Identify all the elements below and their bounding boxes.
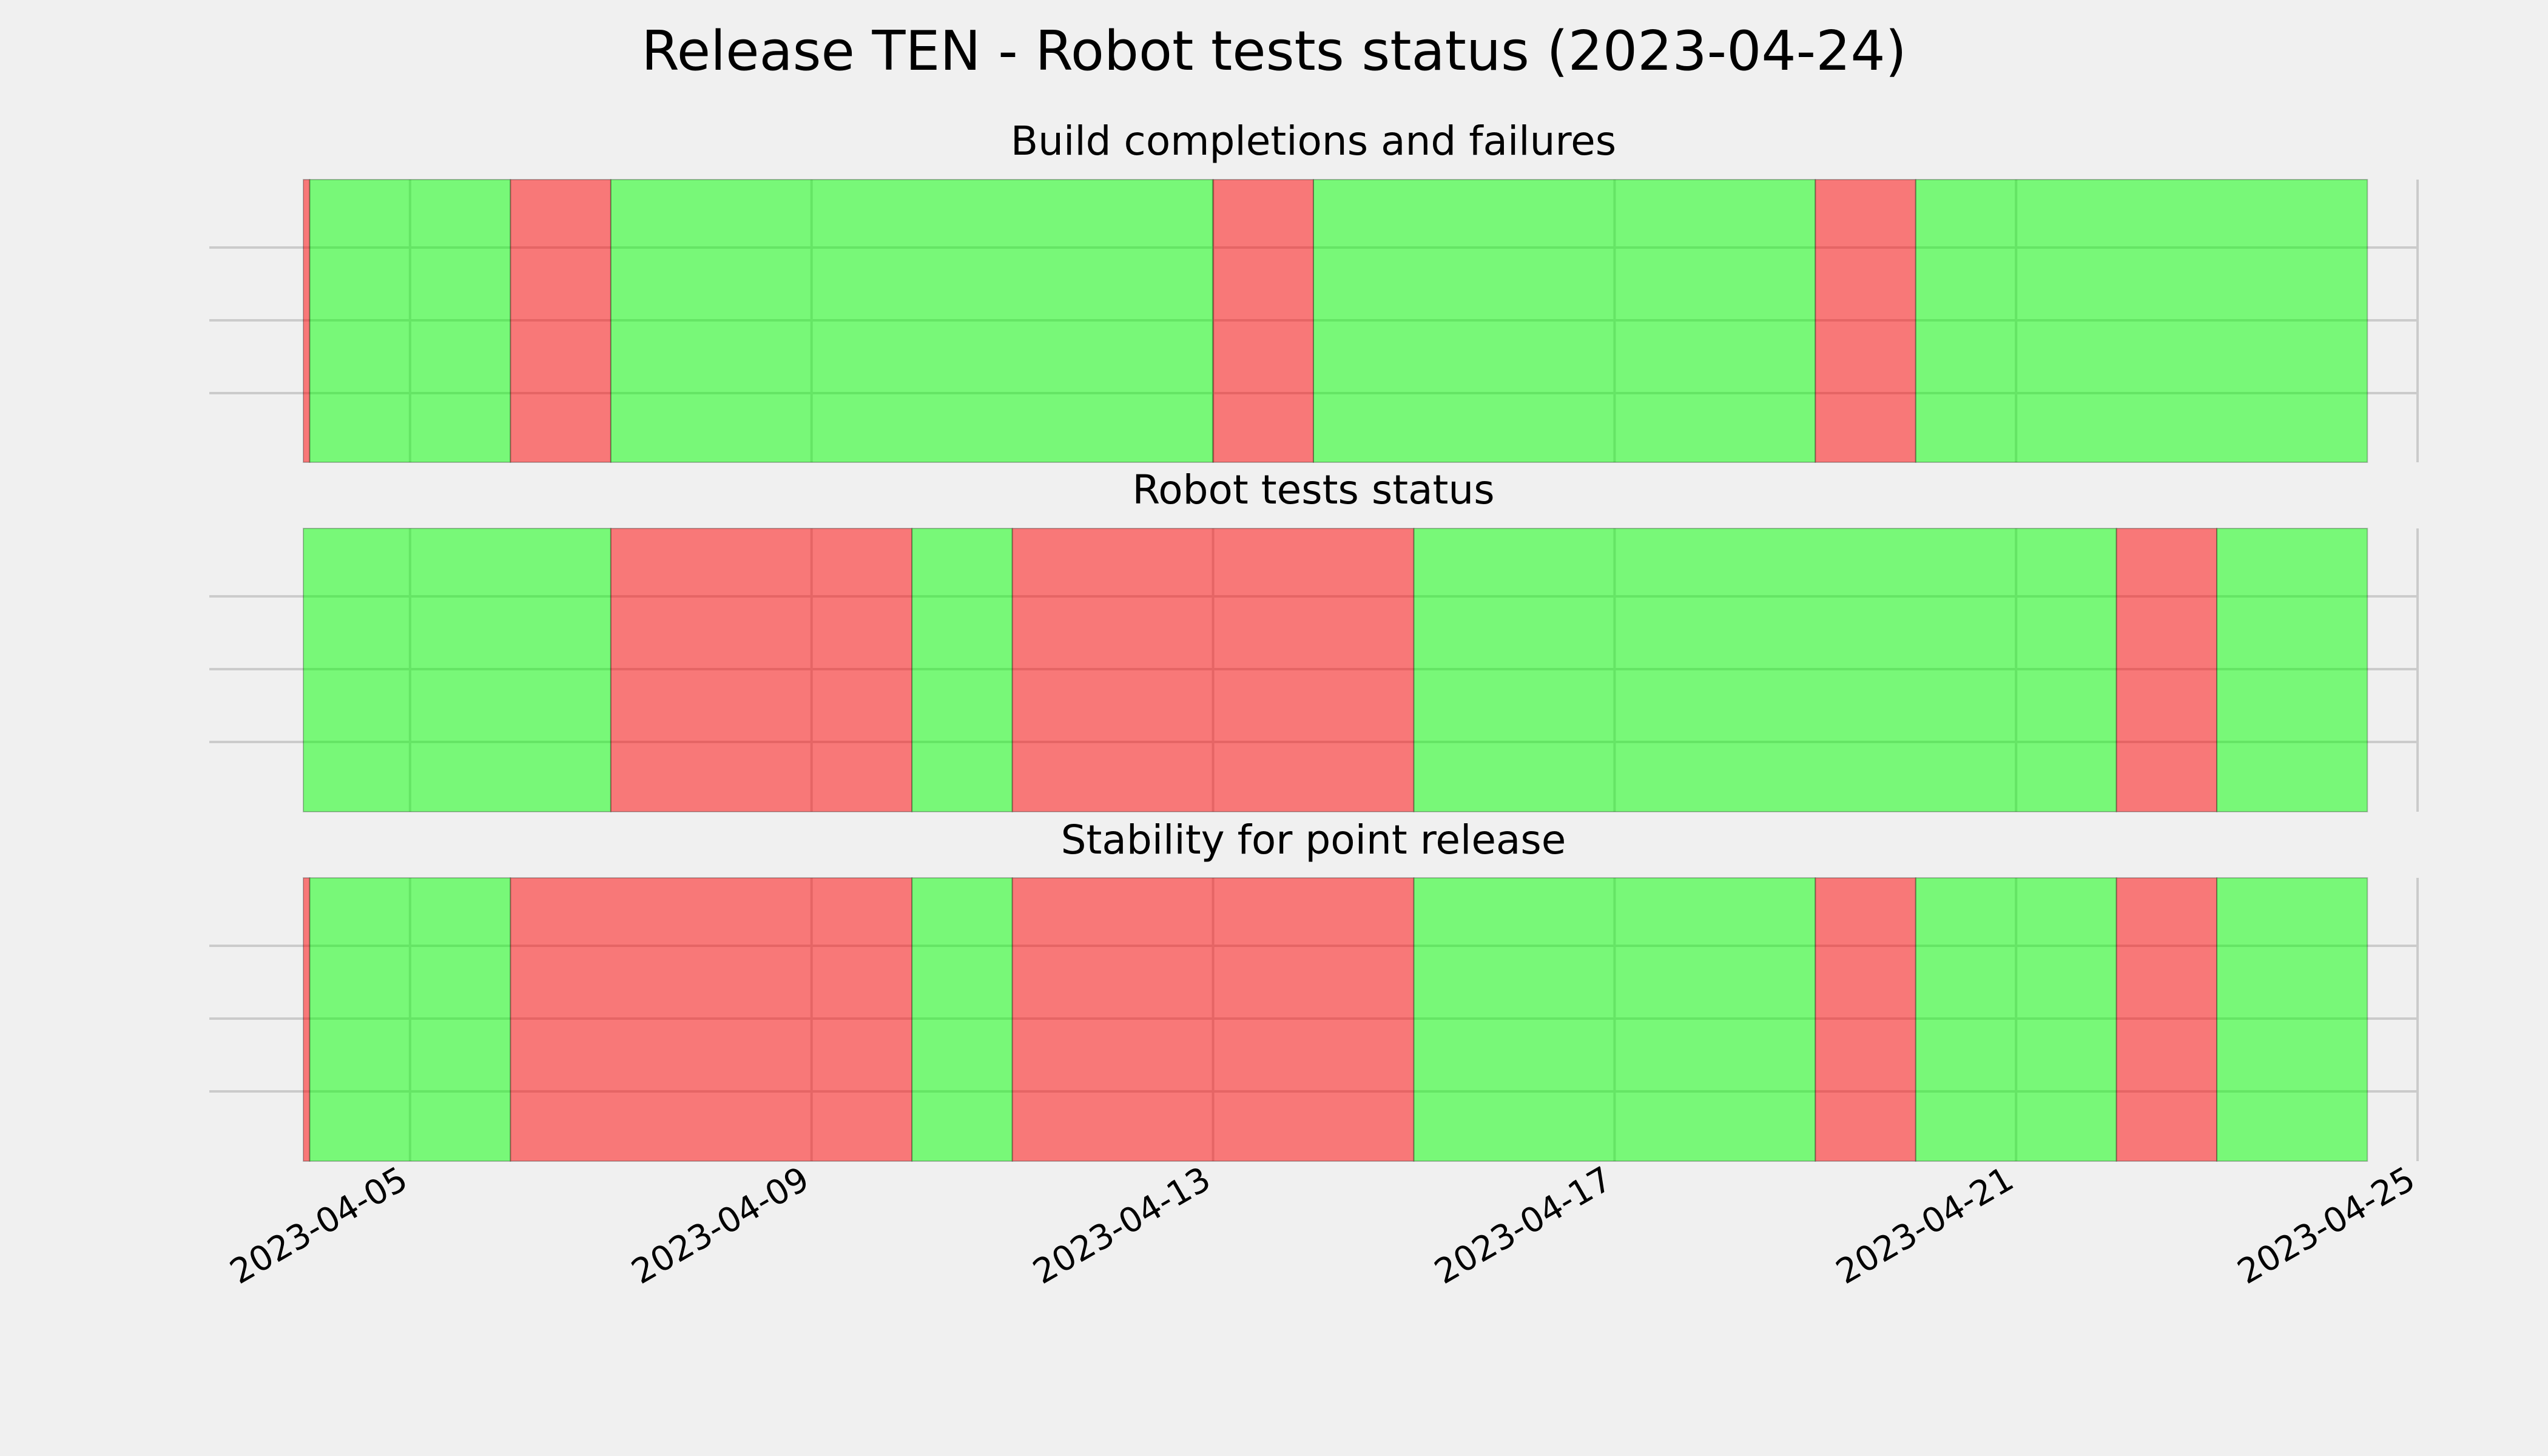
- status-band-fail: [510, 877, 913, 1162]
- status-band-ok: [1413, 528, 2117, 812]
- status-band-ok: [1313, 179, 1816, 463]
- status-band-fail: [2115, 877, 2218, 1162]
- panel-build: Build completions and failures: [209, 118, 2419, 463]
- status-band-ok: [2216, 877, 2368, 1162]
- status-band-ok: [911, 528, 1013, 812]
- status-band-fail: [1815, 179, 1916, 463]
- status-band-ok: [1915, 179, 2368, 463]
- status-band-ok: [309, 877, 511, 1162]
- status-band-ok: [911, 877, 1013, 1162]
- panel-title-stability: Stability for point release: [1061, 817, 1566, 863]
- status-band-ok: [610, 179, 1214, 463]
- bands-stability: [303, 877, 2368, 1162]
- status-band-fail: [1815, 877, 1916, 1162]
- panel-robot: Robot tests status: [209, 467, 2419, 812]
- chart-title: Release TEN - Robot tests status (2023-0…: [641, 19, 1907, 83]
- status-band-fail: [2115, 528, 2218, 812]
- status-band-ok: [309, 179, 511, 463]
- status-band-fail: [303, 877, 311, 1162]
- panel-stability: Stability for point release: [209, 817, 2419, 1162]
- status-band-fail: [1212, 179, 1314, 463]
- bands-robot: [303, 528, 2368, 812]
- panel-title-robot: Robot tests status: [1132, 467, 1494, 513]
- status-band-ok: [1915, 877, 2117, 1162]
- status-band-fail: [1011, 528, 1415, 812]
- status-band-ok: [2216, 528, 2368, 812]
- status-band-ok: [303, 528, 612, 812]
- status-band-fail: [610, 528, 913, 812]
- status-band-ok: [1413, 877, 1816, 1162]
- bands-build: [303, 179, 2368, 463]
- status-band-fail: [510, 179, 612, 463]
- status-band-fail: [303, 179, 311, 463]
- status-band-fail: [1011, 877, 1415, 1162]
- panel-title-build: Build completions and failures: [1011, 118, 1616, 164]
